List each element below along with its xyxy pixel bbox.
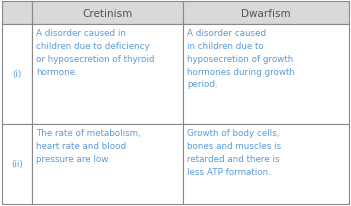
Bar [183,25,349,124]
Text: Dwarfism: Dwarfism [241,8,291,18]
Bar [2,2,32,25]
Text: A disorder caused in
children due to deficiency
or hyposecretion of thyroid
horm: A disorder caused in children due to def… [36,29,154,76]
Text: The rate of metabolism,
heart rate and blood
pressure are low.: The rate of metabolism, heart rate and b… [36,128,141,163]
Text: A disorder caused
in children due to
hyposecretion of growth
hormones during gro: A disorder caused in children due to hyp… [187,29,295,89]
Bar [32,2,183,25]
Bar [183,2,349,25]
Text: Growth of body cells,
bones and muscles is
retarded and there is
less ATP format: Growth of body cells, bones and muscles … [187,128,281,176]
Text: Cretinism: Cretinism [82,8,133,18]
Text: (ii): (ii) [11,160,23,169]
Bar [183,124,349,204]
Bar [2,124,32,204]
Text: (i): (i) [12,70,22,79]
Bar [2,25,32,124]
Bar [32,25,183,124]
Bar [32,124,183,204]
